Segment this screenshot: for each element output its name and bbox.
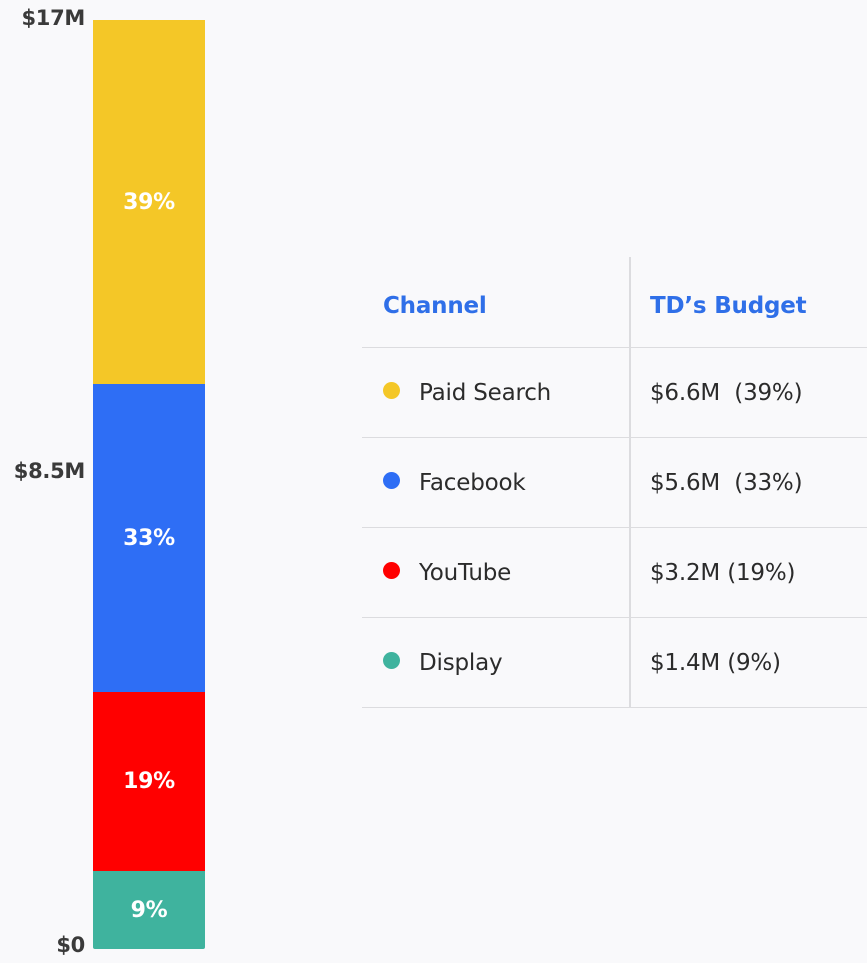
bar-segment-label: 33%	[123, 525, 175, 551]
stacked-bar: 39% 33% 19% 9%	[93, 20, 205, 949]
budget-value: $5.6M	[650, 469, 721, 496]
channel-cell: YouTube	[383, 528, 511, 617]
budget-table: Channel TD’s Budget Paid Search $6.6M (3…	[362, 257, 867, 708]
table-column-divider	[629, 257, 631, 707]
bar-segment-facebook: 33%	[93, 384, 205, 692]
budget-cell: $5.6M (33%)	[650, 438, 803, 527]
budget-separator	[720, 380, 734, 406]
bar-segment-label: 19%	[123, 769, 175, 794]
budget-cell: $1.4M (9%)	[650, 618, 781, 707]
budget-separator	[720, 560, 727, 586]
table-row: Paid Search $6.6M (39%)	[362, 348, 867, 438]
channel-cell: Display	[383, 618, 503, 707]
budget-percent: (39%)	[734, 379, 803, 406]
legend-dot-icon	[383, 562, 400, 579]
table-header-row: Channel TD’s Budget	[362, 257, 867, 348]
legend-dot-icon	[383, 472, 400, 489]
budget-percent: (9%)	[727, 649, 781, 676]
y-tick-label-top: $17M	[21, 6, 85, 30]
budget-cell: $3.2M (19%)	[650, 528, 795, 617]
bar-segment-label: 39%	[123, 189, 175, 215]
header-budget: TD’s Budget	[650, 293, 807, 319]
budget-percent: (33%)	[734, 469, 803, 496]
bar-segment-paid-search: 39%	[93, 20, 205, 384]
budget-percent: (19%)	[727, 559, 796, 586]
y-tick-label-mid: $8.5M	[13, 459, 86, 483]
channel-name: Facebook	[419, 469, 526, 496]
table-row: Facebook $5.6M (33%)	[362, 438, 867, 528]
header-budget-cell: TD’s Budget	[650, 257, 807, 351]
header-channel-cell: Channel	[383, 257, 487, 351]
legend-dot-icon	[383, 382, 400, 399]
budget-value: $6.6M	[650, 379, 721, 406]
budget-value: $3.2M	[650, 559, 721, 586]
budget-separator	[720, 650, 727, 676]
channel-cell: Facebook	[383, 438, 526, 527]
channel-name: Paid Search	[419, 379, 552, 406]
table-row: YouTube $3.2M (19%)	[362, 528, 867, 618]
budget-separator	[720, 470, 734, 496]
legend-dot-icon	[383, 652, 400, 669]
bar-segment-label: 9%	[130, 897, 168, 923]
channel-cell: Paid Search	[383, 348, 551, 437]
budget-cell: $6.6M (39%)	[650, 348, 803, 437]
bar-segment-display: 9%	[93, 871, 205, 949]
budget-value: $1.4M	[650, 649, 721, 676]
y-tick-label-bottom: $0	[56, 933, 85, 957]
channel-name: Display	[419, 649, 503, 676]
table-row: Display $1.4M (9%)	[362, 618, 867, 708]
header-channel: Channel	[383, 293, 487, 319]
channel-name: YouTube	[419, 559, 512, 586]
bar-segment-youtube: 19%	[93, 692, 205, 871]
